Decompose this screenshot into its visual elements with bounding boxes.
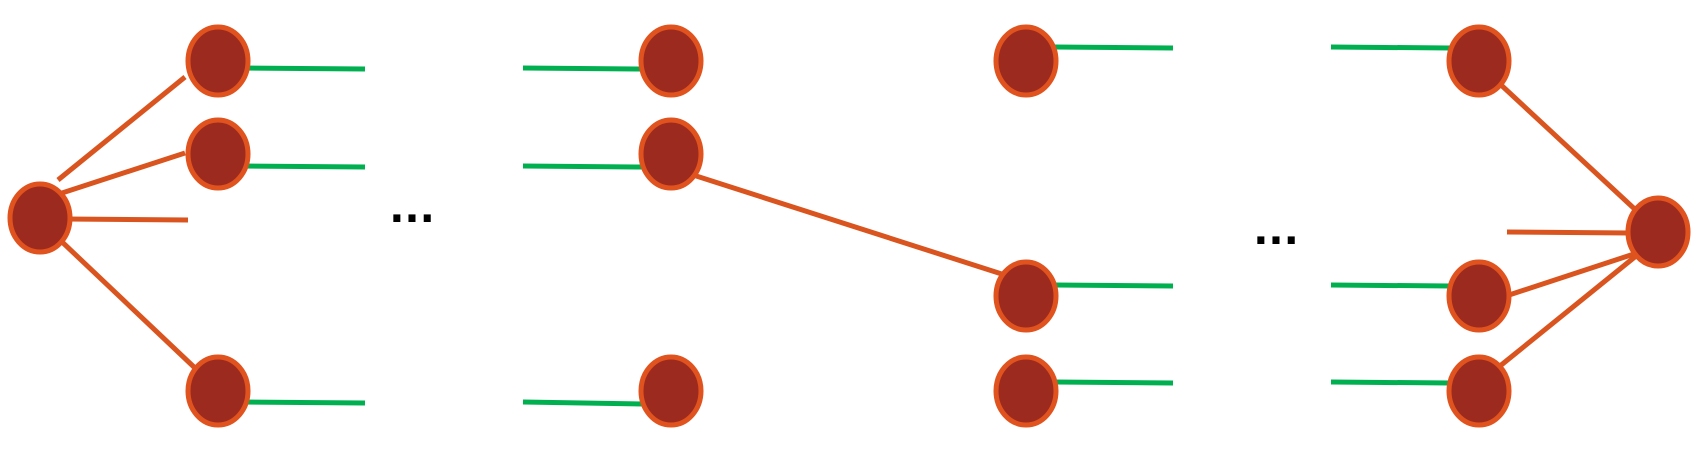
orange-edge [1498,254,1638,368]
orange-edges [56,75,1642,370]
hub-node [7,181,73,255]
graph-node [638,24,704,98]
graph-node [185,354,251,428]
orange-edge [65,216,189,223]
orange-edge [1498,82,1642,216]
green-edge [241,163,366,170]
green-edge [522,65,643,72]
graph-node [993,24,1059,98]
green-edge [1054,282,1174,289]
graph-node [638,117,704,191]
nodes [7,24,1691,428]
graph-node [1446,354,1512,428]
green-edge [522,163,643,170]
graph-node [185,117,251,191]
green-edge [241,399,366,406]
green-edge [1330,44,1451,51]
graph-node [993,354,1059,428]
green-edges [241,44,1451,407]
orange-edge [1502,249,1641,300]
green-edge [241,65,366,72]
graph-node [185,24,251,98]
graph-node [1446,24,1512,98]
orange-edge [56,75,187,182]
green-edge [1330,282,1451,289]
ellipsis-marker: ... [389,186,435,232]
orange-edge [61,150,186,196]
green-edge [522,399,643,407]
graph-node [993,259,1059,333]
hub-node [1625,195,1691,269]
graph-node [1446,259,1512,333]
orange-edge [58,238,197,370]
orange-edge [1506,229,1631,236]
orange-edge [689,171,1009,279]
green-edge [1330,379,1451,386]
graph-node [638,354,704,428]
green-edge [1054,44,1174,51]
green-edge [1054,379,1174,386]
ellipsis-marker: ... [1253,208,1299,254]
